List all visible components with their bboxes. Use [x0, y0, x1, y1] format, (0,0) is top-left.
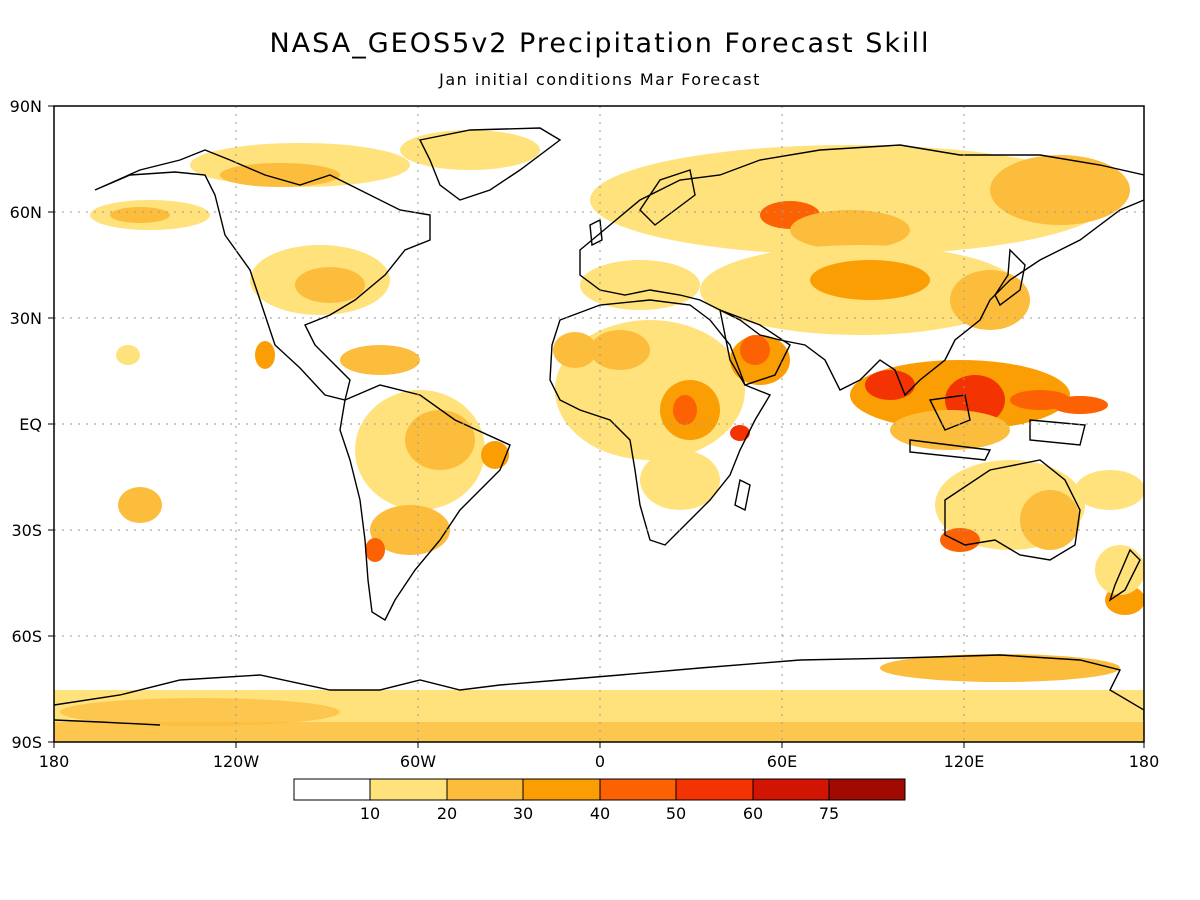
lon-label-120e: 120E [944, 752, 985, 771]
lat-label-90n: 90N [10, 97, 42, 116]
map-subtitle: Jan initial conditions Mar Forecast [439, 70, 761, 89]
lon-label-180-west: 180 [39, 752, 70, 771]
legend-swatch-4 [599, 778, 677, 801]
lon-label-60e: 60E [767, 752, 797, 771]
legend-label-20: 20 [437, 804, 457, 823]
legend-label-30: 30 [513, 804, 533, 823]
lon-label-120w: 120W [213, 752, 260, 771]
legend-swatch-5 [675, 778, 754, 801]
lon-ticks [53, 742, 1145, 748]
lat-label-eq: EQ [19, 415, 42, 434]
legend-label-10: 10 [360, 804, 380, 823]
lat-label-90s: 90S [11, 733, 42, 752]
lon-label-60w: 60W [400, 752, 436, 771]
lat-ticks [48, 105, 54, 743]
legend-swatch-1 [369, 778, 448, 801]
legend-swatch-0 [293, 778, 371, 801]
color-legend [293, 778, 906, 801]
skill-shading [54, 130, 1144, 742]
lat-label-30s: 30S [11, 521, 42, 540]
graticule [54, 106, 1144, 742]
lat-label-30n: 30N [10, 309, 42, 328]
legend-swatch-6 [752, 778, 830, 801]
map-title: NASA_GEOS5v2 Precipitation Forecast Skil… [269, 28, 931, 59]
lon-label-180-east: 180 [1129, 752, 1160, 771]
lat-label-60n: 60N [10, 203, 42, 222]
legend-label-60: 60 [743, 804, 763, 823]
legend-swatch-7 [828, 778, 906, 801]
legend-label-50: 50 [666, 804, 686, 823]
lat-label-60s: 60S [11, 627, 42, 646]
legend-label-40: 40 [590, 804, 610, 823]
legend-swatch-3 [522, 778, 601, 801]
legend-label-75: 75 [819, 804, 839, 823]
legend-swatch-2 [446, 778, 524, 801]
coastlines [54, 127, 1144, 726]
lon-label-0: 0 [595, 752, 605, 771]
